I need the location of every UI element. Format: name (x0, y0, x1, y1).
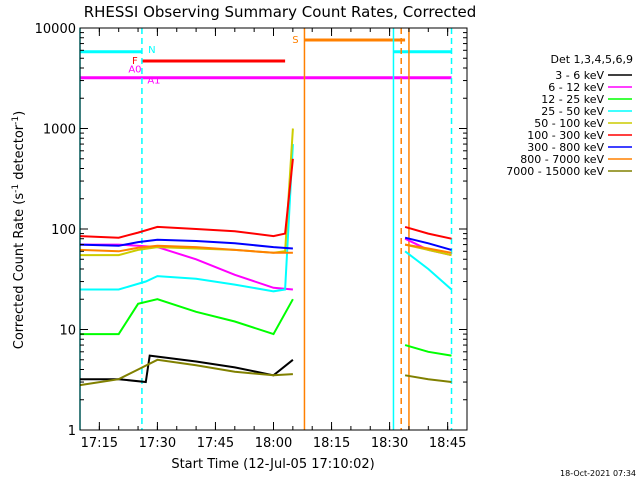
series-line (80, 354, 294, 384)
x-tick-label: 18:45 (429, 436, 466, 451)
flag-label: F (132, 56, 138, 67)
series-line (79, 238, 293, 250)
flag-label: N (148, 45, 155, 56)
flag-label: S (292, 35, 298, 46)
y-axis: 1 10 100 1000 10000 (35, 22, 467, 439)
y-tick-label: 100 (51, 223, 76, 238)
legend-entry-label: 25 - 50 keV (541, 105, 604, 118)
series-line (404, 344, 452, 357)
series-line (79, 358, 293, 387)
series-line (404, 236, 452, 251)
series-line (79, 158, 294, 239)
x-tick-label: 18:00 (255, 436, 292, 451)
legend-entry-label: 6 - 12 keV (548, 81, 604, 94)
data-series (79, 128, 453, 387)
series-line (404, 250, 453, 291)
legend-entry-label: 300 - 800 keV (527, 141, 604, 154)
y-tick-label: 10 (59, 324, 76, 339)
x-tick-label: 17:30 (139, 436, 176, 451)
x-tick-label: 17:15 (81, 436, 118, 451)
series-line (404, 225, 452, 240)
legend-entry-label: 100 - 300 keV (527, 129, 604, 142)
legend-title: Det 1,3,4,5,6,9 (550, 53, 633, 66)
legend-entry-label: 3 - 6 keV (555, 69, 604, 82)
instrument-flags: N S FA0 A1 (80, 35, 452, 87)
chart-title: RHESSI Observing Summary Count Rates, Co… (84, 3, 477, 21)
series-line (80, 298, 294, 336)
x-axis: 17:15 17:30 17:45 18:00 18:15 18:30 18:45 (79, 28, 468, 451)
x-tick-label: 17:45 (197, 436, 234, 451)
x-tick-label: 18:15 (313, 436, 350, 451)
series-line (404, 243, 452, 254)
y-tick-label: 1 (68, 424, 76, 439)
y-tick-label: 10000 (35, 22, 76, 37)
series-line (80, 144, 294, 293)
y-tick-label: 1000 (43, 123, 76, 138)
y-axis-label: Corrected Count Rate (s-1 detector-1) (11, 111, 27, 349)
flag-label: A1 (147, 76, 160, 87)
series-line (79, 244, 293, 254)
footer-timestamp: 18-Oct-2021 07:34 (560, 469, 636, 478)
series-line (404, 374, 452, 383)
legend-entry-label: 12 - 25 keV (541, 93, 604, 106)
x-axis-label: Start Time (12-Jul-05 17:10:02) (171, 457, 374, 472)
series-line (80, 128, 294, 257)
legend-entry-label: 800 - 7000 keV (520, 153, 604, 166)
flag-label: A0 (128, 65, 141, 76)
legend-entry-label: 7000 - 15000 keV (506, 165, 604, 178)
legend-entry-label: 50 - 100 keV (534, 117, 604, 130)
x-tick-label: 18:30 (371, 436, 408, 451)
